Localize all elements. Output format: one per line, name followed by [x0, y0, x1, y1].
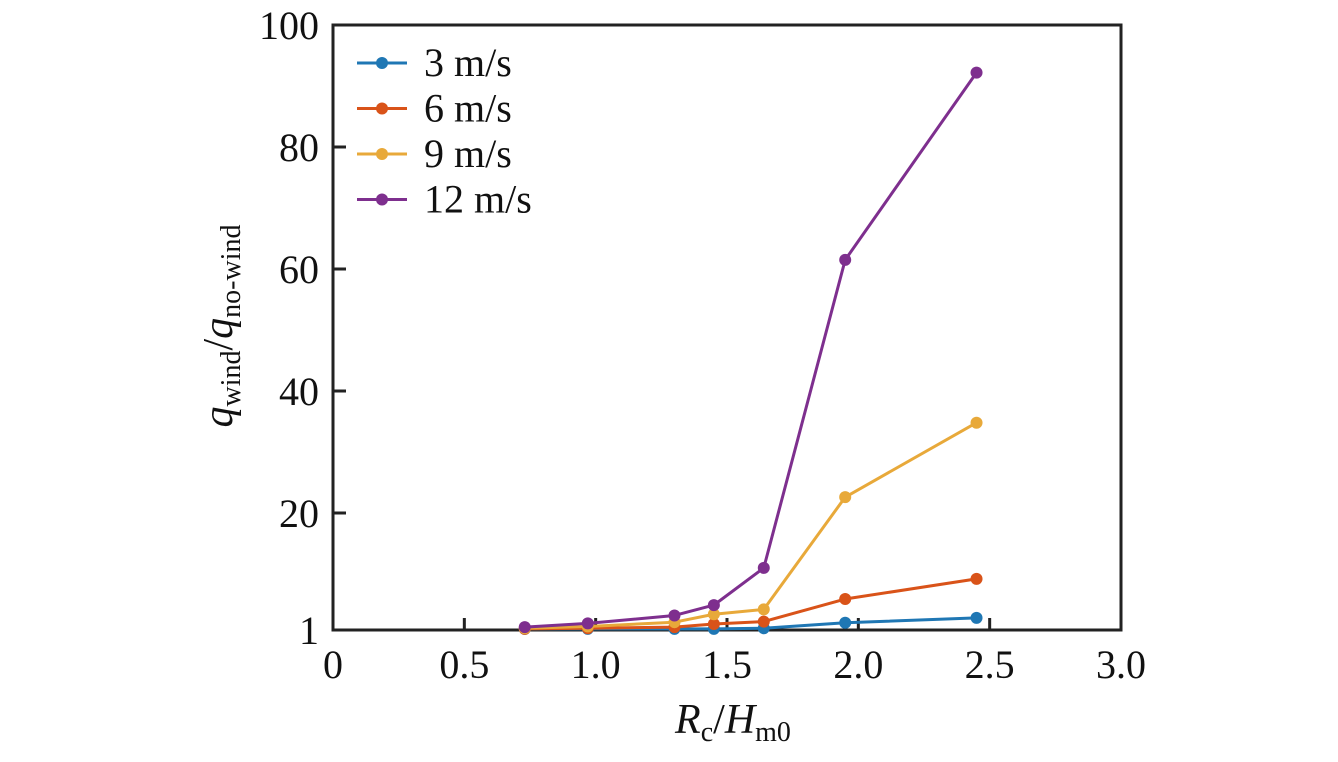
x-tick-label: 0.5 [439, 642, 489, 687]
series-12-m-s [518, 66, 983, 634]
legend-item-3-m-s: 3 m/s [357, 40, 512, 85]
x-label-sep: / [713, 697, 725, 743]
x-label-second: H [724, 697, 758, 743]
x-tick-label: 0 [323, 642, 343, 687]
y-label-main: q [196, 407, 242, 428]
y-axis-ticks: 1 20 40 60 80 100 [259, 3, 346, 653]
x-tick-label: 2.5 [965, 642, 1015, 687]
legend-item-6-m-s: 6 m/s [357, 86, 512, 131]
y-tick-label: 1 [299, 608, 319, 653]
series-layer [518, 66, 983, 635]
y-axis-label: qwind/qno-wind [196, 225, 247, 428]
data-point-12-m-s [707, 599, 720, 612]
data-point-9-m-s [970, 416, 983, 429]
legend-label: 3 m/s [424, 40, 512, 85]
x-tick-label: 1.5 [702, 642, 752, 687]
data-point-9-m-s [839, 491, 852, 504]
data-point-12-m-s [518, 621, 531, 634]
data-point-3-m-s [970, 611, 983, 624]
x-tick-label: 3.0 [1096, 642, 1146, 687]
x-axis-ticks: 0 0.5 1.0 1.5 2.0 2.5 3.0 [323, 618, 1146, 687]
data-point-3-m-s [839, 616, 852, 629]
data-point-12-m-s [970, 66, 983, 79]
y-label-second: q [196, 318, 242, 339]
x-axis-label: Rc/Hm0 [674, 697, 791, 748]
legend-swatch-marker [376, 57, 388, 69]
legend-swatch-marker [376, 148, 388, 160]
data-point-6-m-s [707, 618, 720, 631]
legend: 3 m/s6 m/s9 m/s12 m/s [357, 40, 532, 222]
series-9-m-s [518, 416, 983, 635]
data-point-9-m-s [757, 603, 770, 616]
data-point-6-m-s [757, 615, 770, 628]
x-label-main-sub: c [701, 717, 713, 748]
legend-swatch-marker [376, 193, 388, 206]
data-point-9-m-s [707, 608, 720, 621]
y-tick-label: 40 [279, 369, 319, 414]
series-line-9-m-s [524, 421, 978, 630]
y-tick-label: 100 [259, 3, 319, 48]
data-point-6-m-s [970, 572, 983, 585]
data-point-12-m-s [757, 561, 770, 574]
y-label-main-sub: wind [216, 351, 247, 407]
legend-label: 12 m/s [424, 177, 532, 222]
series-line-12-m-s [524, 71, 978, 629]
legend-label: 6 m/s [424, 86, 512, 131]
legend-item-9-m-s: 9 m/s [357, 131, 512, 176]
y-tick-label: 60 [279, 247, 319, 292]
y-tick-label: 80 [279, 125, 319, 170]
data-point-12-m-s [581, 617, 594, 630]
x-tick-label: 2.0 [833, 642, 883, 687]
y-label-second-sub: no-wind [216, 225, 247, 318]
legend-swatch-marker [376, 102, 388, 115]
legend-label: 9 m/s [424, 131, 512, 176]
x-label-main: R [674, 697, 701, 743]
data-point-6-m-s [839, 593, 852, 606]
data-point-12-m-s [839, 253, 852, 266]
legend-item-12-m-s: 12 m/s [357, 177, 532, 222]
y-tick-label: 20 [279, 491, 319, 536]
y-label-sep: / [196, 339, 242, 351]
data-point-12-m-s [668, 609, 681, 622]
x-tick-label: 1.0 [571, 642, 621, 687]
x-label-second-sub: m0 [755, 717, 791, 748]
